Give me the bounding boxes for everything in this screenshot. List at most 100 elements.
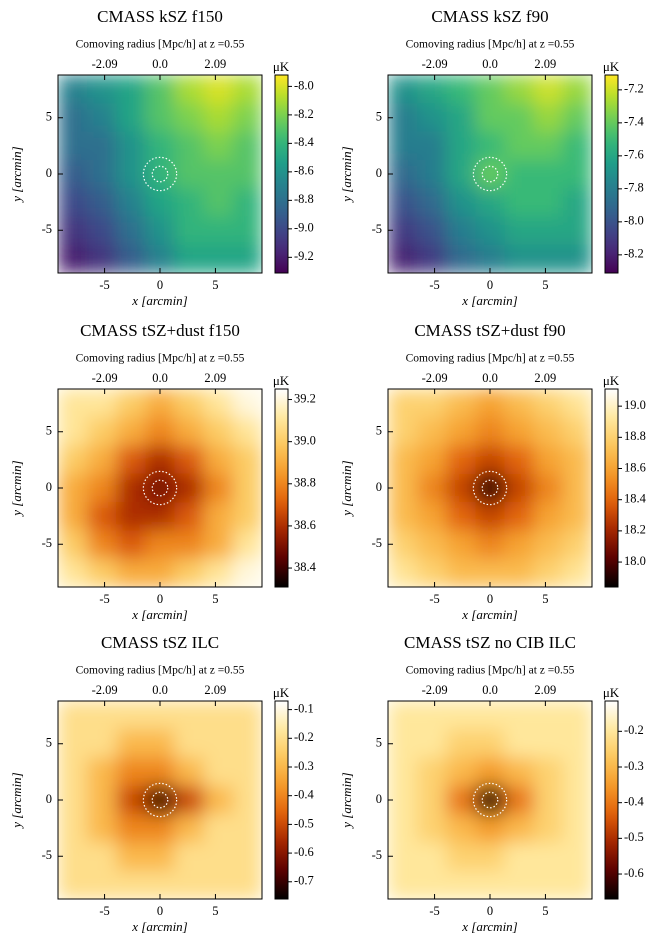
x-tick-label: 5 <box>542 904 548 918</box>
y-tick-label: 5 <box>376 424 382 438</box>
heatmap-cell <box>504 473 535 503</box>
heatmap-cell <box>475 842 506 872</box>
heatmap-cell <box>533 244 564 273</box>
heatmap-cell <box>116 216 147 246</box>
heatmap-cell <box>87 814 117 844</box>
heatmap-cell <box>145 785 176 815</box>
heatmap-cell <box>116 131 147 161</box>
heatmap-cell <box>174 188 205 218</box>
heatmap-cell <box>446 530 477 560</box>
heatmap-cell <box>417 159 447 189</box>
colorbar-tick-label: -8.2 <box>294 107 314 121</box>
heatmap-cell <box>504 75 535 104</box>
heatmap-cell <box>116 417 147 447</box>
heatmap-cell <box>174 502 205 532</box>
heatmap-cell <box>203 131 234 161</box>
y-tick-label: -5 <box>372 222 382 236</box>
x-axis-label: x [arcmin] <box>131 607 188 622</box>
y-axis-label: y [arcmin] <box>9 460 24 518</box>
heatmap-cell <box>87 701 117 730</box>
top-x-tick-label: 0.0 <box>152 683 168 697</box>
colorbar-tick-label: 18.8 <box>624 429 646 443</box>
heatmap-cell <box>232 159 262 189</box>
heatmap-cell <box>58 244 88 273</box>
panel-title: CMASS tSZ+dust f150 <box>80 321 240 340</box>
heatmap-cell <box>388 131 418 161</box>
colorbar-tick-label: 38.4 <box>294 560 317 574</box>
heatmap-cell <box>417 757 447 787</box>
heatmap-cell <box>87 870 117 899</box>
colorbar-tick-label: 19.0 <box>624 398 646 412</box>
heatmap-cell <box>504 244 535 273</box>
heatmap <box>58 389 262 587</box>
heatmap-cell <box>504 842 535 872</box>
heatmap-cell <box>417 131 447 161</box>
x-tick-label: -5 <box>99 592 109 606</box>
heatmap-cell <box>203 757 234 787</box>
y-tick-label: 0 <box>376 166 382 180</box>
panel-title: CMASS tSZ ILC <box>101 633 219 652</box>
heatmap-cell <box>533 417 564 447</box>
heatmap-cell <box>562 701 592 730</box>
panel: CMASS tSZ no CIB ILC Comoving radius [Mpc… <box>339 633 645 933</box>
panel: CMASS kSZ f150 Comoving radius [Mpc/h] at… <box>9 7 315 308</box>
heatmap-cell <box>87 473 117 503</box>
y-axis-label: y [arcmin] <box>9 146 24 204</box>
top-axis-label: Comoving radius [Mpc/h] at z =0.55 <box>76 353 245 365</box>
heatmap-cell <box>562 473 592 503</box>
heatmap-cell <box>446 244 477 273</box>
x-tick-label: -5 <box>429 592 439 606</box>
heatmap-cell <box>58 502 88 532</box>
heatmap-cell <box>203 870 234 899</box>
panel-title: CMASS tSZ no CIB ILC <box>404 633 576 652</box>
heatmap-cell <box>504 785 535 815</box>
colorbar-tick-label: -0.6 <box>624 866 644 880</box>
panel-title: CMASS tSZ+dust f90 <box>414 321 565 340</box>
heatmap-cell <box>504 159 535 189</box>
heatmap-cell <box>116 729 147 759</box>
top-x-tick-label: -2.09 <box>92 57 118 71</box>
heatmap-cell <box>203 188 234 218</box>
top-x-tick-label: 0.0 <box>482 57 498 71</box>
heatmap-cell <box>232 785 262 815</box>
heatmap-cell <box>533 701 564 730</box>
heatmap-cell <box>232 701 262 730</box>
heatmap-cell <box>533 445 564 475</box>
colorbar-tick-label: -0.3 <box>294 759 314 773</box>
heatmap-cell <box>388 389 418 418</box>
heatmap-cell <box>116 701 147 730</box>
x-tick-label: 5 <box>542 278 548 292</box>
heatmap <box>388 389 592 587</box>
heatmap-cell <box>145 502 176 532</box>
aperture-circle <box>481 479 499 497</box>
heatmap-cell <box>504 530 535 560</box>
heatmap-cell <box>446 188 477 218</box>
heatmap-cell <box>562 75 592 104</box>
x-tick-label: -5 <box>429 278 439 292</box>
heatmap-cell <box>504 131 535 161</box>
top-x-tick-label: -2.09 <box>422 371 448 385</box>
heatmap-cell <box>203 473 234 503</box>
heatmap-cell <box>145 729 176 759</box>
heatmap-cell <box>388 188 418 218</box>
heatmap-cell <box>145 530 176 560</box>
heatmap-cell <box>174 842 205 872</box>
heatmap-cell <box>174 729 205 759</box>
heatmap <box>58 701 262 899</box>
top-axis-label: Comoving radius [Mpc/h] at z =0.55 <box>406 39 575 51</box>
colorbar-tick-label: 18.2 <box>624 523 646 537</box>
colorbar-tick-label: -8.8 <box>294 192 314 206</box>
colorbar-tick-label: -0.3 <box>624 759 644 773</box>
heatmap-cell <box>87 244 117 273</box>
x-tick-label: 0 <box>487 904 493 918</box>
heatmap-cell <box>417 870 447 899</box>
heatmap-cell <box>145 757 176 787</box>
heatmap-cell <box>203 75 234 104</box>
y-tick-label: -5 <box>42 848 52 862</box>
y-tick-label: 0 <box>376 480 382 494</box>
y-tick-label: 0 <box>46 166 52 180</box>
heatmap-cell <box>58 870 88 899</box>
heatmap-cell <box>446 757 477 787</box>
heatmap-cell <box>116 842 147 872</box>
